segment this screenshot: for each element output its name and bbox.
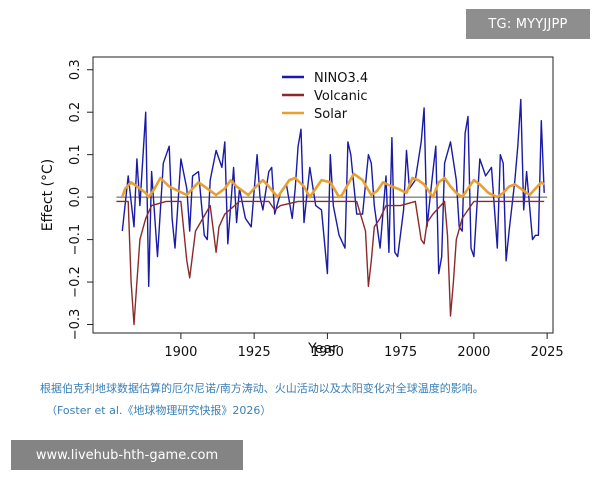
y-tick-label: −0.1 bbox=[68, 224, 83, 256]
y-axis-title: Effect (°C) bbox=[40, 159, 56, 231]
plot-frame bbox=[92, 56, 554, 334]
x-axis-title: Year bbox=[307, 341, 338, 357]
y-tick-label: −0.3 bbox=[68, 309, 83, 341]
axis-ticks: 1900 1925 1950 1975 2000 2025 −0.3 −0.2 −0.1 0.0 0… bbox=[68, 59, 564, 360]
x-tick-label: 2025 bbox=[531, 345, 564, 360]
legend-label: NINO3.4 bbox=[314, 71, 368, 86]
figure-citation: （Foster et al.《地球物理研究快报》2026） bbox=[46, 404, 272, 417]
y-tick-label: 0.1 bbox=[68, 144, 83, 165]
legend-label: Volcanic bbox=[314, 89, 368, 104]
x-tick-label: 2000 bbox=[457, 345, 490, 360]
series-line-nino34 bbox=[121, 98, 545, 287]
x-tick-label: 1975 bbox=[384, 345, 417, 360]
chart-canvas: 1900 1925 1950 1975 2000 2025 −0.3 −0.2 −0.1 0.0 0… bbox=[40, 56, 564, 360]
y-tick-label: −0.2 bbox=[68, 266, 83, 298]
series-line-solar bbox=[121, 172, 545, 199]
legend-label: Solar bbox=[314, 107, 348, 122]
legend: NINO3.4 Volcanic Solar bbox=[282, 71, 368, 122]
figure-caption: 根据伯克利地球数据估算的厄尔尼诺/南方涛动、火山活动以及太阳变化对全球温度的影响… bbox=[40, 382, 484, 395]
x-tick-label: 1900 bbox=[164, 345, 197, 360]
y-tick-label: 0.2 bbox=[68, 102, 83, 123]
site-url-banner: www.livehub-hth-game.com bbox=[11, 440, 243, 470]
x-tick-label: 1925 bbox=[238, 345, 271, 360]
y-tick-label: 0.0 bbox=[68, 187, 83, 208]
watermark-badge: TG: MYYJJPP bbox=[466, 9, 590, 39]
series-layer bbox=[116, 98, 545, 326]
series-line-volcanic bbox=[116, 200, 545, 326]
x-tick-label: 1950 bbox=[311, 345, 344, 360]
y-tick-label: 0.3 bbox=[68, 59, 83, 80]
